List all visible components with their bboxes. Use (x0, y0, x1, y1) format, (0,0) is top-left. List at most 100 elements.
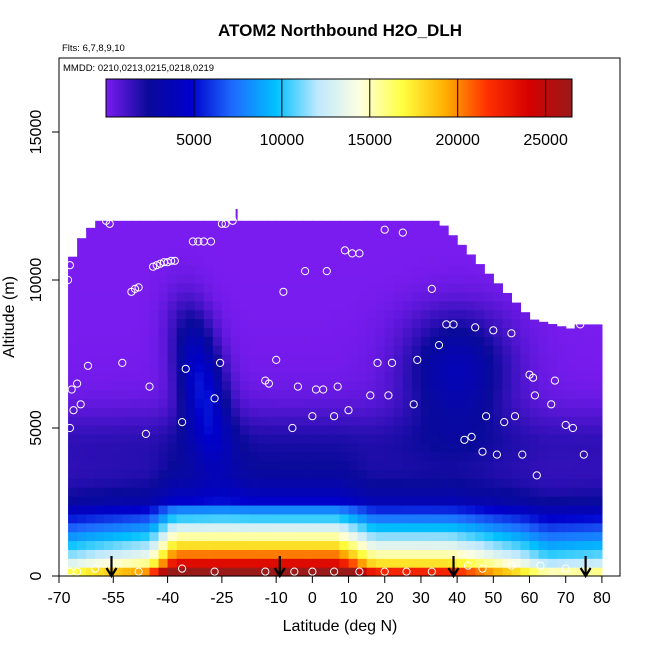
heatmap-cell (366, 389, 377, 399)
heatmap-cell (457, 291, 467, 302)
heatmap-cell (375, 247, 386, 257)
heatmap-cell (285, 460, 295, 471)
heatmap-cell (439, 247, 449, 257)
heatmap-cell (592, 398, 603, 408)
heatmap-cell (230, 238, 241, 249)
heatmap-cell (457, 282, 467, 293)
heatmap-cell (140, 220, 151, 231)
heatmap-cell (402, 282, 413, 293)
heatmap-cell (267, 549, 277, 559)
heatmap-cell (375, 504, 386, 515)
heatmap-cell (104, 354, 114, 364)
heatmap-cell (583, 389, 594, 399)
heatmap-cell (230, 531, 241, 542)
heatmap-cell (203, 558, 214, 568)
heatmap-cell (122, 531, 132, 542)
heatmap-cell (384, 309, 395, 320)
heatmap-cell (276, 309, 286, 320)
heatmap-cell (312, 336, 322, 346)
heatmap-cell (113, 540, 123, 550)
heatmap-cell (330, 425, 341, 435)
heatmap-cell (122, 256, 132, 266)
heatmap-cell (149, 558, 160, 568)
heatmap-cell (493, 451, 503, 462)
heatmap-cell (502, 478, 513, 488)
heatmap-cell (122, 274, 132, 284)
heatmap-cell (221, 380, 232, 391)
heatmap-cell (493, 398, 503, 408)
heatmap-cell (420, 282, 431, 293)
heatmap-cell (565, 433, 576, 444)
y-axis-label: Altitude (m) (1, 276, 18, 358)
heatmap-cell (95, 265, 105, 275)
heatmap-cell (95, 460, 105, 471)
heatmap-cell (538, 433, 549, 444)
heatmap-cell (113, 558, 123, 568)
heatmap-cell (185, 407, 196, 417)
sample-point (344, 406, 353, 415)
heatmap-cell (466, 549, 476, 559)
heatmap-cell (258, 327, 268, 337)
heatmap-cell (86, 425, 96, 435)
heatmap-cell (502, 336, 513, 346)
heatmap-cell (466, 522, 476, 533)
heatmap-cell (339, 425, 350, 435)
heatmap-cell (466, 354, 476, 364)
heatmap-cell (221, 336, 232, 346)
heatmap-cell (258, 496, 268, 506)
heatmap-cell (429, 362, 440, 373)
heatmap-cell (194, 496, 205, 506)
heatmap-cell (212, 354, 223, 364)
heatmap-cell (466, 362, 476, 373)
dates-label: MMDD: 0210,0213,0215,0218,0219 (63, 63, 214, 74)
heatmap-cell (122, 345, 132, 355)
heatmap-cell (393, 558, 404, 568)
heatmap-cell (520, 478, 531, 488)
heatmap-cell (258, 504, 268, 515)
heatmap-cell (212, 300, 223, 311)
heatmap-cell (212, 478, 223, 488)
heatmap-cell (140, 513, 151, 524)
heatmap-cell (420, 433, 431, 444)
heatmap-cell (565, 407, 576, 417)
heatmap-cell (592, 487, 603, 497)
heatmap-cell (520, 567, 531, 577)
heatmap-cell (384, 451, 395, 462)
heatmap-cell (68, 451, 78, 462)
heatmap-cell (502, 292, 513, 302)
heatmap-cell (149, 336, 160, 346)
heatmap-cell (457, 398, 467, 408)
heatmap-cell (357, 513, 368, 524)
heatmap-cell (294, 496, 304, 506)
heatmap-cell (239, 291, 250, 302)
heatmap-cell (493, 283, 503, 293)
sample-point (65, 261, 75, 270)
heatmap-cell (77, 380, 87, 391)
heatmap-cell (484, 291, 494, 302)
heatmap-cell (466, 469, 476, 479)
heatmap-cell (457, 567, 467, 577)
heatmap-cell (276, 389, 286, 399)
heatmap-cell (565, 487, 576, 497)
heatmap-cell (529, 371, 540, 382)
heatmap-cell (167, 247, 178, 257)
heatmap-cell (294, 442, 304, 453)
heatmap-cell (122, 469, 132, 479)
heatmap-cell (565, 451, 576, 462)
heatmap-cell (339, 389, 350, 399)
heatmap-cell (113, 513, 123, 524)
heatmap-cell (402, 522, 413, 533)
heatmap-cell (249, 247, 259, 257)
heatmap-cell (131, 531, 142, 542)
heatmap-cell (158, 371, 169, 382)
heatmap-cell (258, 558, 268, 568)
heatmap-cell (321, 513, 332, 524)
colorbar-tick-label: 25000 (523, 132, 568, 149)
heatmap-cell (366, 371, 377, 382)
heatmap-cell (475, 362, 485, 373)
heatmap-cell (258, 460, 268, 471)
heatmap-cell (149, 469, 160, 479)
heatmap-cell (276, 318, 286, 328)
sample-point (373, 358, 382, 367)
sample-point (463, 561, 473, 570)
